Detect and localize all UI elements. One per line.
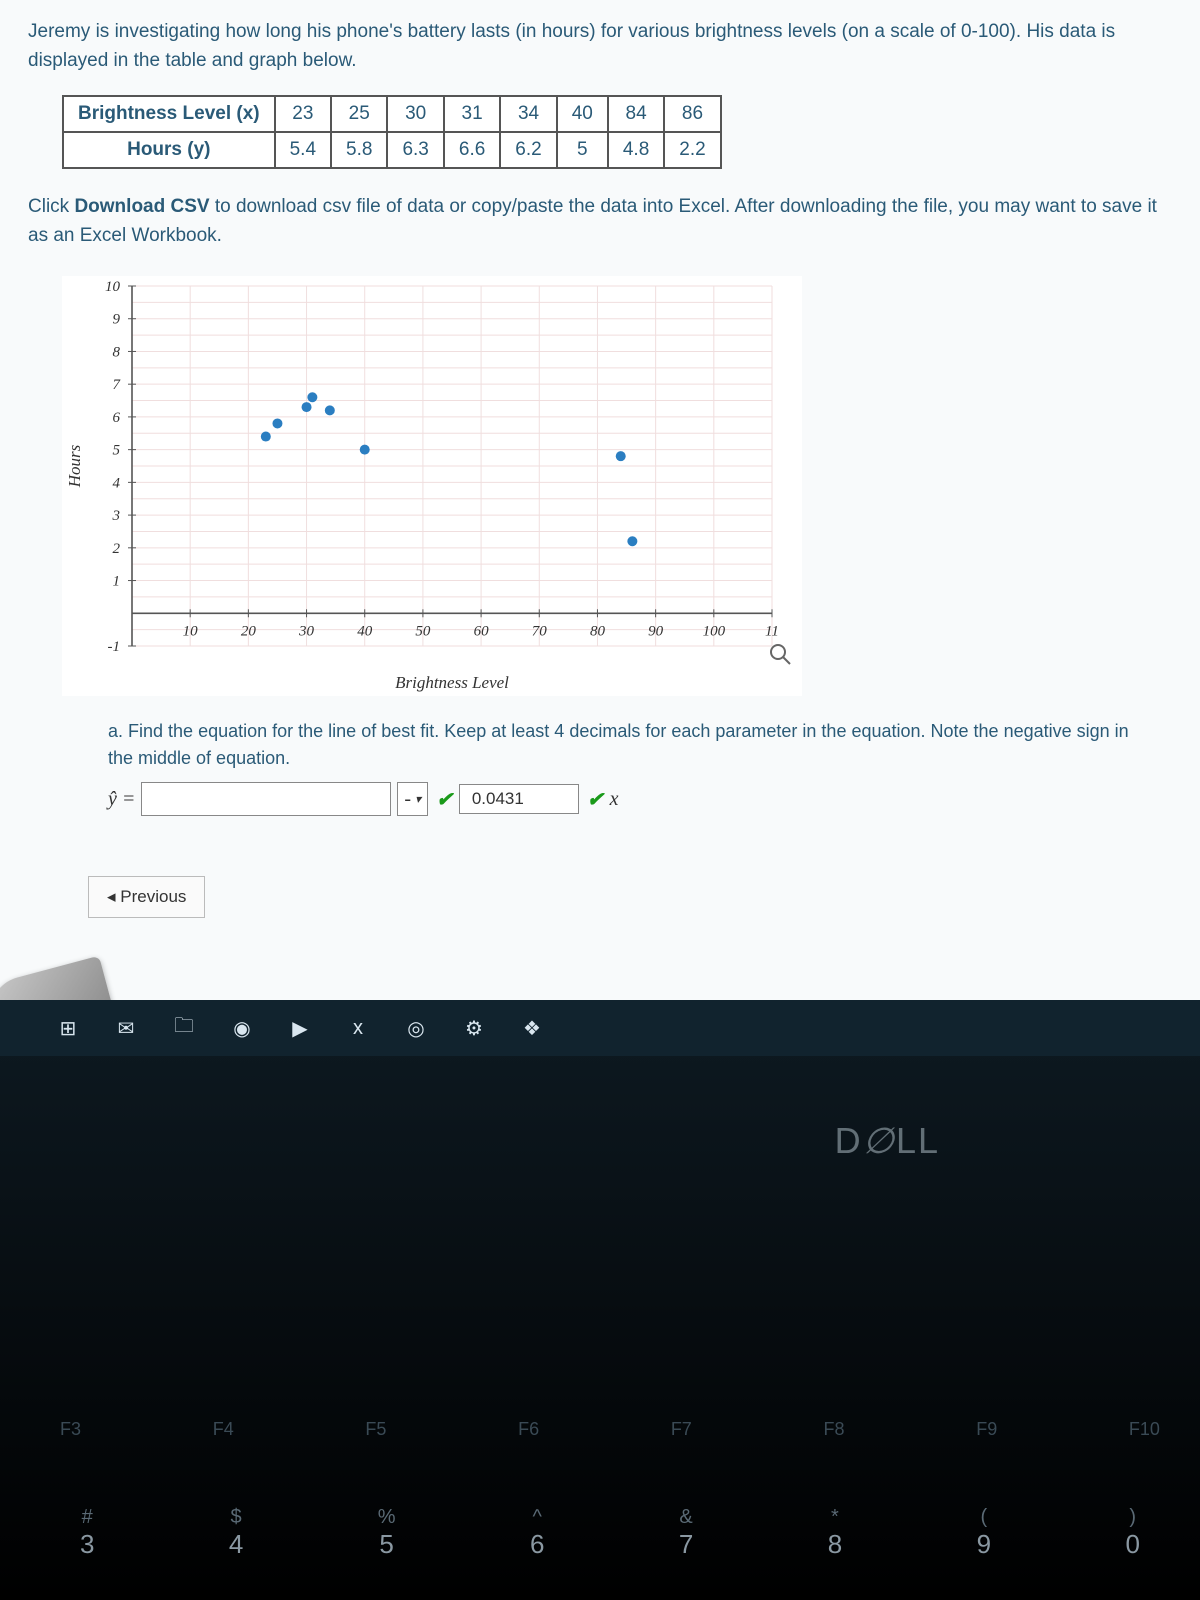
num-key-row: #3 $4 %5 ^6&7 *8 (9 )0 — [80, 1506, 1140, 1560]
svg-text:11: 11 — [765, 623, 779, 639]
excel-icon[interactable]: x — [340, 1010, 376, 1046]
download-note: Click Download CSV to download csv file … — [28, 193, 1172, 250]
row-label: Brightness Level (x) — [63, 96, 275, 132]
yhat-label: ŷ = — [108, 788, 135, 811]
svg-text:80: 80 — [590, 623, 606, 639]
svg-text:1: 1 — [113, 574, 121, 590]
slope-value: 0.0431 — [459, 784, 579, 814]
fn-key: F5 — [365, 1419, 386, 1440]
operator-select[interactable]: - ▾ — [397, 782, 428, 816]
table-cell: 30 — [387, 96, 443, 132]
num-key: &7 — [679, 1506, 693, 1560]
app-icon[interactable]: ❖ — [514, 1010, 550, 1046]
table-cell: 5.4 — [275, 132, 331, 168]
svg-text:20: 20 — [241, 623, 257, 639]
download-csv-link[interactable]: Download CSV — [74, 196, 209, 217]
svg-text:6: 6 — [113, 410, 121, 426]
intro-text: Jeremy is investigating how long his pho… — [28, 18, 1172, 75]
svg-text:90: 90 — [648, 623, 664, 639]
chrome-icon[interactable]: ◎ — [398, 1010, 434, 1046]
table-cell: 4.8 — [608, 132, 664, 168]
svg-text:3: 3 — [112, 508, 121, 524]
question-a: a. Find the equation for the line of bes… — [108, 718, 1132, 772]
equation-row: ŷ = - ▾ ✔ 0.0431 ✔ x — [108, 782, 1172, 816]
table-cell: 84 — [608, 96, 664, 132]
table-cell: 40 — [557, 96, 608, 132]
fn-key: F9 — [976, 1419, 997, 1440]
fn-key: F6 — [518, 1419, 539, 1440]
dell-logo: D∅LL — [835, 1120, 940, 1162]
check-icon: ✔ — [587, 787, 604, 812]
num-key: *8 — [828, 1506, 842, 1560]
table-cell: 6.6 — [444, 132, 500, 168]
table-cell: 5 — [557, 132, 608, 168]
download-prefix: Click — [28, 196, 74, 217]
svg-text:100: 100 — [703, 623, 726, 639]
task-view-icon[interactable]: ⊞ — [50, 1010, 86, 1046]
num-key: (9 — [977, 1506, 991, 1560]
num-key: %5 — [378, 1506, 396, 1560]
svg-text:40: 40 — [357, 623, 373, 639]
question-label: a. — [108, 721, 123, 741]
svg-text:10: 10 — [183, 623, 199, 639]
files-icon[interactable]: 🗀 — [166, 1010, 202, 1046]
intercept-input[interactable] — [141, 782, 391, 816]
mail-icon[interactable]: ✉ — [108, 1010, 144, 1046]
fn-key-row: F3 F4 F5 F6 F7 F8 F9 F10 — [60, 1419, 1160, 1440]
chevron-down-icon: ▾ — [415, 792, 421, 807]
svg-text:10: 10 — [105, 279, 121, 295]
fn-key: F4 — [213, 1419, 234, 1440]
num-key: #3 — [80, 1506, 94, 1560]
table-cell: 5.8 — [331, 132, 387, 168]
zoom-icon[interactable] — [771, 645, 790, 664]
table-cell: 25 — [331, 96, 387, 132]
num-key: ^6 — [530, 1506, 544, 1560]
media-icon[interactable]: ▶ — [282, 1010, 318, 1046]
scatter-chart: 10 20 30 40 50 60 70 80 90 100 11 -1 1 2 3 4 5 6 7 8 9 10 Brig… — [62, 276, 802, 696]
num-key: )0 — [1125, 1506, 1139, 1560]
svg-text:7: 7 — [113, 377, 122, 393]
svg-text:Hours: Hours — [65, 444, 84, 488]
svg-text:50: 50 — [415, 623, 431, 639]
table-cell: 2.2 — [664, 132, 720, 168]
svg-text:-1: -1 — [108, 639, 121, 655]
svg-text:70: 70 — [532, 623, 548, 639]
svg-text:60: 60 — [474, 623, 490, 639]
check-icon: ✔ — [436, 787, 453, 812]
table-cell: 34 — [500, 96, 556, 132]
table-cell: 23 — [275, 96, 331, 132]
fn-key: F8 — [824, 1419, 845, 1440]
settings-icon[interactable]: ⚙ — [456, 1010, 492, 1046]
table-cell: 6.2 — [500, 132, 556, 168]
table-cell: 6.3 — [387, 132, 443, 168]
laptop-bezel: ⊞ ✉ 🗀 ◉ ▶ x ◎ ⚙ ❖ D∅LL F3 F4 F5 F6 F7 F8 F9 F10 #3 $4 %5 ^… — [0, 1000, 1200, 1600]
fn-key: F3 — [60, 1419, 81, 1440]
edge-icon[interactable]: ◉ — [224, 1010, 260, 1046]
row-label: Hours (y) — [63, 132, 275, 168]
svg-text:8: 8 — [113, 344, 121, 360]
table-cell: 86 — [664, 96, 720, 132]
operator-value: - — [404, 788, 411, 811]
num-key: $4 — [229, 1506, 243, 1560]
svg-text:30: 30 — [298, 623, 315, 639]
taskbar: ⊞ ✉ 🗀 ◉ ▶ x ◎ ⚙ ❖ — [0, 1000, 1200, 1056]
svg-text:9: 9 — [113, 312, 121, 328]
table-row: Hours (y) 5.4 5.8 6.3 6.6 6.2 5 4.8 2.2 — [63, 132, 721, 168]
x-variable: x — [610, 788, 619, 811]
question-text: Find the equation for the line of best f… — [108, 721, 1129, 768]
svg-text:2: 2 — [113, 541, 121, 557]
data-table: Brightness Level (x) 23 25 30 31 34 40 8… — [62, 95, 722, 169]
table-cell: 31 — [444, 96, 500, 132]
svg-text:4: 4 — [113, 475, 121, 491]
fn-key: F10 — [1129, 1419, 1160, 1440]
previous-button[interactable]: ◂ Previous — [88, 876, 205, 918]
table-row: Brightness Level (x) 23 25 30 31 34 40 8… — [63, 96, 721, 132]
fn-key: F7 — [671, 1419, 692, 1440]
svg-text:Brightness Level: Brightness Level — [395, 673, 509, 692]
svg-text:5: 5 — [113, 443, 121, 459]
